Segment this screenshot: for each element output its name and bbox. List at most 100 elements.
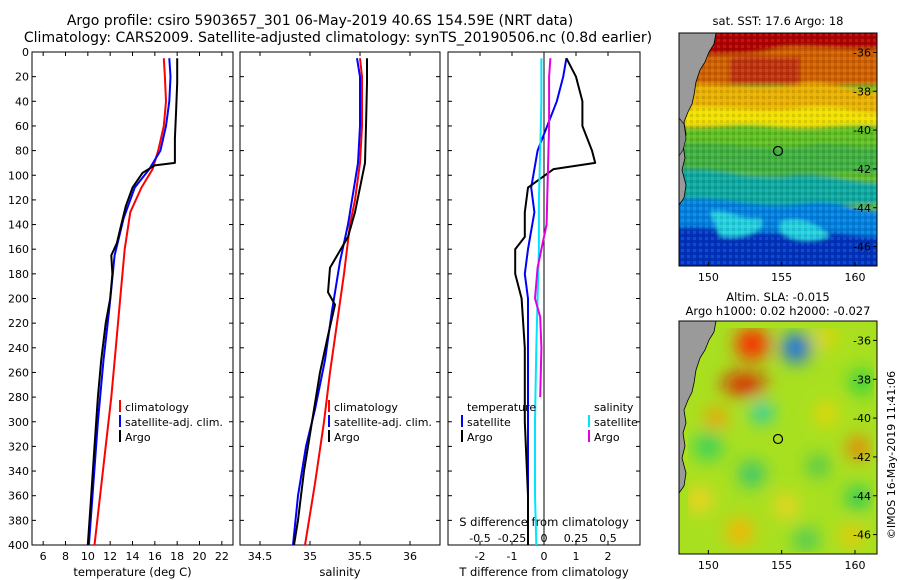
x-tick-label: 22	[215, 550, 229, 563]
series-line-argo	[86, 58, 179, 546]
sla-map-axes: 150 155 160 -36 -38 -40 -42 -44 -46	[698, 334, 877, 572]
x-tick-label: 35	[303, 550, 317, 563]
map-y-tick-label: -40	[853, 412, 871, 425]
y-tick-label: 260	[8, 366, 29, 379]
map-x-tick-label: 160	[845, 271, 866, 284]
legend-argo-label: Argo	[125, 431, 151, 444]
y-tick-label: 340	[8, 465, 29, 478]
y-tick-label: 280	[8, 391, 29, 404]
map-x-tick-label: 160	[845, 559, 866, 572]
map-y-tick-label: -46	[853, 529, 871, 542]
map-y-tick-label: -42	[853, 451, 871, 464]
x-tick-label: 35.5	[348, 550, 373, 563]
s-tick-label: 0	[541, 532, 548, 545]
imos-credit: ©IMOS 16-May-2019 11:41:06	[885, 371, 898, 539]
series-line-satellite-adj-clim-	[87, 58, 172, 546]
y-tick-label: 0	[22, 46, 29, 59]
figure-title-line2: Climatology: CARS2009. Satellite-adjuste…	[24, 30, 652, 46]
temperature-profile-panel: 0 20 40 60 80 100 120 140 160 180 200 220 240 260 280 3…	[8, 46, 234, 579]
argo-float-marker-sst	[772, 145, 784, 157]
x-axis-label: T difference from climatology	[458, 565, 629, 579]
y-tick-label: 240	[8, 342, 29, 355]
x-tick-label: 0	[541, 550, 548, 563]
y-tick-label: 20	[15, 71, 29, 84]
series-line-t-argo	[514, 57, 597, 545]
legend-temperature-title: temperature	[467, 401, 536, 414]
legend-s-satellite-label: satellite	[594, 416, 638, 429]
sst-map-axes: 150 155 160 -36 -38 -40 -42 -44 -46	[698, 46, 877, 284]
map-x-tick-label: 150	[698, 559, 719, 572]
y-tick-label: 120	[8, 194, 29, 207]
figure-title-line1: Argo profile: csiro 5903657_301 06-May-2…	[67, 13, 573, 29]
map-y-tick-label: -38	[853, 85, 871, 98]
y-tick-label: 80	[15, 145, 29, 158]
series-line-t-satellite	[523, 58, 568, 545]
x-tick-label: 6	[40, 550, 47, 563]
salinity-legend: climatology satellite-adj. clim. Argo	[328, 400, 432, 444]
legend-salinity-title: salinity	[594, 401, 634, 414]
s-tick-label: 0.25	[564, 532, 589, 545]
y-tick-label: 100	[8, 169, 29, 182]
legend-climatology-label: climatology	[125, 401, 189, 414]
salinity-profile-panel: 34.5 35 35.5 36 salinity	[239, 51, 441, 579]
x-tick-label: 12	[103, 550, 117, 563]
map-x-tick-label: 155	[771, 559, 792, 572]
legend-t-argo-label: Argo	[467, 431, 493, 444]
map-y-tick-label: -44	[853, 490, 871, 503]
y-tick-label: 300	[8, 416, 29, 429]
difference-profile-panel: -2 -1 0 1 2 -0.5 -0.25 0 0.25 0.5 S difference fro…	[447, 51, 641, 579]
coastline-sla	[679, 321, 717, 494]
map-y-tick-label: -46	[853, 241, 871, 254]
y-tick-label: 380	[8, 514, 29, 527]
x-tick-label: -1	[507, 550, 518, 563]
x-tick-label: 8	[62, 550, 69, 563]
sla-map	[679, 321, 877, 554]
map-y-tick-label: -40	[853, 124, 871, 137]
x-tick-label: 2	[605, 550, 612, 563]
legend-climatology-label: climatology	[334, 401, 398, 414]
s-tick-label: -0.5	[469, 532, 490, 545]
map-y-tick-label: -36	[853, 46, 871, 59]
sst-map-frame	[678, 32, 878, 267]
legend-satellite-label: satellite-adj. clim.	[125, 416, 223, 429]
x-tick-label: 20	[193, 550, 207, 563]
series-line-climatology	[304, 58, 363, 546]
sst-map	[679, 33, 877, 266]
map-x-tick-label: 150	[698, 271, 719, 284]
x-tick-label: 1	[573, 550, 580, 563]
y-tick-label: 220	[8, 317, 29, 330]
x-axis-label: salinity	[319, 565, 360, 579]
legend-t-satellite-label: satellite	[467, 416, 511, 429]
map-x-tick-label: 155	[771, 271, 792, 284]
coastline-sst	[679, 33, 717, 206]
y-tick-label: 200	[8, 293, 29, 306]
sst-map-title: sat. SST: 17.6 Argo: 18	[713, 14, 844, 28]
y-tick-label: 40	[15, 95, 29, 108]
x-tick-label: 10	[81, 550, 95, 563]
sla-map-title-line2: Argo h1000: 0.02 h2000: -0.027	[686, 304, 871, 318]
legend-argo-label: Argo	[334, 431, 360, 444]
plot-frame	[31, 51, 234, 546]
x-tick-label: 16	[148, 550, 162, 563]
map-y-tick-label: -44	[853, 202, 871, 215]
legend-satellite-label: satellite-adj. clim.	[334, 416, 432, 429]
sla-map-title-line1: Altim. SLA: -0.015	[726, 290, 830, 304]
series-line-argo	[293, 58, 368, 546]
x-tick-label: 14	[126, 550, 140, 563]
x-tick-label: 36	[403, 550, 417, 563]
y-tick-label: 360	[8, 490, 29, 503]
y-tick-label: 140	[8, 219, 29, 232]
x-tick-label: -2	[475, 550, 486, 563]
y-tick-label: 400	[8, 539, 29, 552]
temperature-legend: climatology satellite-adj. clim. Argo	[119, 400, 223, 444]
s-axis-label: S difference from climatology	[459, 515, 629, 529]
map-y-tick-label: -38	[853, 373, 871, 386]
series-line-s-argo	[534, 58, 552, 398]
x-tick-label: 34.5	[248, 550, 273, 563]
map-y-tick-label: -36	[853, 334, 871, 347]
y-tick-label: 60	[15, 120, 29, 133]
s-tick-label: -0.25	[498, 532, 526, 545]
series-line-climatology	[93, 58, 167, 546]
map-y-tick-label: -42	[853, 163, 871, 176]
sla-map-frame	[678, 320, 878, 555]
